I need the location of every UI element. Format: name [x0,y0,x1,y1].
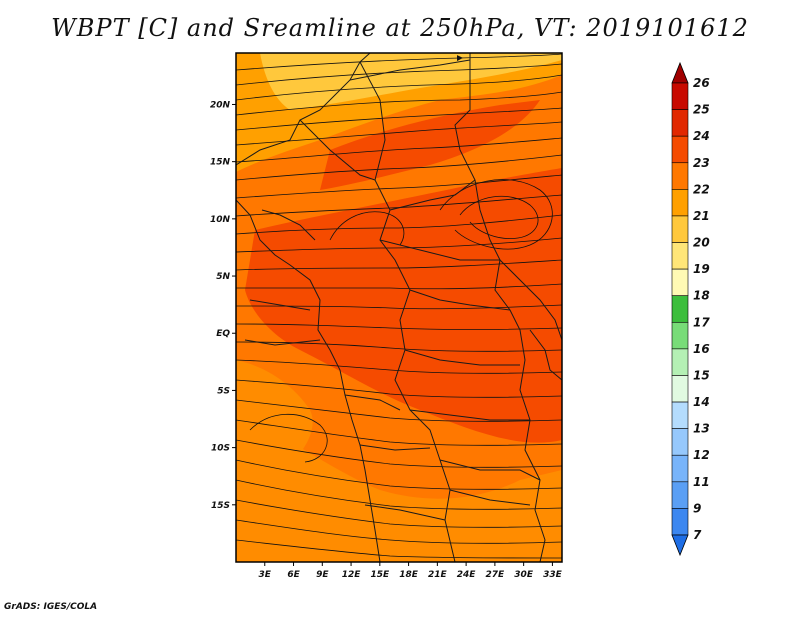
colorbar-label: 15 [693,368,710,382]
lat-tick-label: 5N [216,272,230,282]
colorbar-bin [671,321,689,350]
lat-tick-label: 10N [210,215,231,225]
colorbar-label: 9 [693,501,701,515]
lat-tick-label: 20N [210,100,231,110]
lon-tick-label: 21E [428,570,448,580]
colorbar: 26 25 24 23 22 21 20 19 18 17 16 15 14 13 12 11 9 7 [671,61,710,557]
map-area [236,53,562,562]
colorbar-bin [671,162,689,190]
colorbar-bin [671,189,689,217]
colorbar-label: 12 [693,448,710,462]
country-boundaries [236,53,562,562]
grads-credit: GrADS: IGES/COLA [4,602,98,612]
colorbar-label: 13 [693,422,710,436]
colorbar-bin [671,428,689,456]
colorbar-label: 16 [693,342,710,356]
lon-tick-label: 33E [543,570,563,580]
map-frame [235,52,563,563]
colorbar-label: 20 [693,236,710,250]
colorbar-label: 18 [693,289,710,303]
colorbar-label: 23 [693,156,710,170]
colorbar-bin [671,481,689,509]
colorbar-bin [671,109,689,137]
colorbar-label: 11 [693,475,710,489]
colorbar-bin [671,268,689,297]
lon-tick-label: 18E [399,570,419,580]
colorbar-bin [671,401,689,429]
colorbar-bin [671,295,689,323]
colorbar-label: 21 [693,209,710,223]
lon-tick-label: 24E [457,570,477,580]
wbpt-field-20-21 [260,53,562,110]
wbpt-field-24-25 [245,168,562,443]
colorbar-bin [671,135,689,164]
colorbar-bin [671,348,689,376]
colorbar-label: 25 [693,103,710,117]
lat-tick-label: 5S [217,386,230,396]
lat-tick-label: 15N [210,158,231,168]
longitude-axis: 3E 6E 9E 12E 15E 18E 21E 24E 27E 30E 33E [259,562,563,580]
colorbar-bin [671,242,689,270]
wbpt-field-24-25-north [320,100,540,190]
streamlines [236,53,562,559]
colorbar-label: 17 [693,315,710,329]
lon-tick-label: 9E [316,570,329,580]
colorbar-max-triangle [671,61,689,84]
wbpt-field-south-22-23 [236,415,562,562]
lon-tick-label: 3E [259,570,272,580]
latitude-axis: 20N 15N 10N 5N EQ 5S 10S 15S [210,100,236,511]
colorbar-label: 26 [693,76,710,90]
colorbar-label: 14 [693,395,710,409]
lat-tick-label: 10S [211,444,230,454]
lon-tick-label: 27E [486,570,506,580]
colorbar-label: 22 [693,182,710,196]
colorbar-label: 7 [693,528,702,542]
colorbar-bin [671,82,689,110]
colorbar-min-triangle [671,534,689,557]
map-title: WBPT [C] and Sreamline at 250hPa, VT: 20… [51,14,749,42]
colorbar-bin [671,375,689,403]
lon-tick-label: 6E [287,570,300,580]
lon-tick-label: 15E [370,570,390,580]
colorbar-bin [671,508,689,536]
lat-tick-label: EQ [216,329,230,339]
lat-tick-label: 15S [211,501,230,511]
colorbar-label: 19 [693,262,710,276]
colorbar-label: 24 [693,129,710,143]
lon-tick-label: 30E [514,570,534,580]
colorbar-bin [671,454,689,483]
lon-tick-label: 12E [342,570,362,580]
wbpt-field-west-22-23 [236,360,313,470]
colorbar-bin [671,215,689,243]
